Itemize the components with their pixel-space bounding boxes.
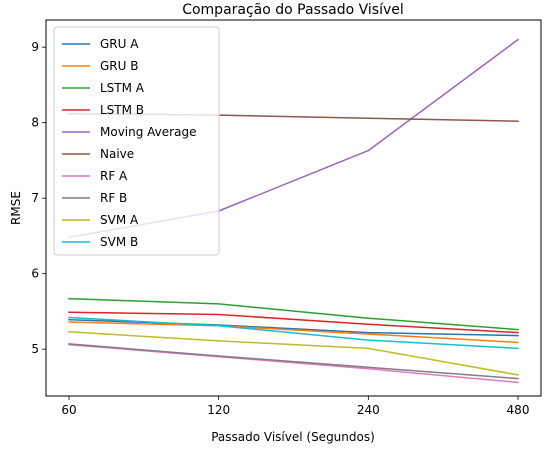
y-tick-label: 8 [31, 116, 39, 130]
series-line-9 [68, 316, 519, 350]
x-tick-label: 120 [207, 403, 230, 417]
x-axis-label: Passado Visível (Segundos) [211, 430, 375, 444]
y-tick-label: 6 [31, 267, 39, 281]
legend-label: RF A [100, 169, 128, 183]
legend-label: GRU A [100, 37, 139, 51]
series-line-7 [68, 343, 519, 380]
x-tick-label: 60 [61, 403, 76, 417]
legend-label: SVM B [100, 235, 138, 249]
legend-label: LSTM A [100, 81, 145, 95]
y-tick-label: 7 [31, 191, 39, 205]
x-tick-label: 240 [357, 403, 380, 417]
x-tick-label: 480 [507, 403, 530, 417]
y-axis-ticks: 5 6 7 8 9 [31, 40, 46, 356]
x-axis-ticks: 60 120 240 480 [61, 396, 529, 417]
legend-label: GRU B [100, 59, 138, 73]
series-line-1 [68, 321, 519, 344]
series-line-2 [68, 297, 519, 331]
series-line-8 [68, 331, 519, 376]
plot-frame [45, 19, 542, 397]
legend-label: SVM A [100, 213, 139, 227]
legend-label: Moving Average [100, 125, 196, 139]
legend-box [53, 26, 220, 256]
chart-title: Comparação do Passado Visível [182, 2, 404, 18]
y-tick-label: 5 [31, 342, 39, 356]
y-axis-label: RMSE [9, 191, 23, 225]
legend-label: LSTM B [100, 103, 144, 117]
series-line-3 [68, 311, 519, 334]
legend-label: RF B [100, 191, 127, 205]
y-tick-label: 9 [31, 40, 39, 54]
legend: GRU A GRU B LSTM A LSTM B Moving Average Naiv… [53, 26, 220, 256]
legend-label: Naive [100, 147, 134, 161]
